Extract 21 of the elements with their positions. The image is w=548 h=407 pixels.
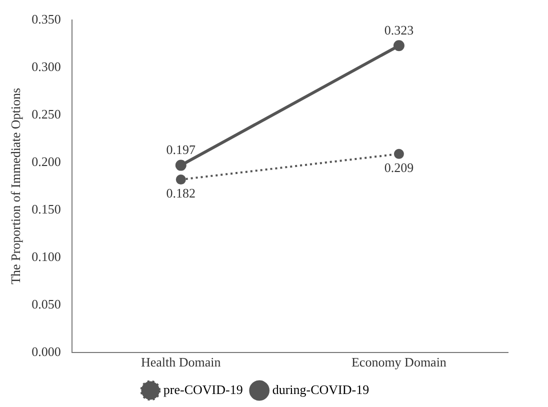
y-tick-label: 0.150 — [32, 201, 61, 216]
legend-label: during-COVID-19 — [272, 382, 370, 397]
point — [393, 40, 404, 52]
y-tick-label: 0.300 — [32, 58, 61, 74]
x-tick-label: Economy Domain — [351, 354, 447, 370]
y-tick-label: 0.350 — [32, 11, 61, 26]
data-label: 0.182 — [166, 185, 196, 200]
y-tick-label: 0.000 — [32, 344, 61, 359]
data-label: 0.197 — [166, 142, 196, 158]
legend-label: pre-COVID-19 — [163, 382, 243, 397]
y-tick-label: 0.050 — [32, 296, 61, 312]
y-axis-title: The Proportion of Immediate Options — [8, 88, 24, 284]
x-tick-label: Health Domain — [140, 354, 222, 370]
point — [176, 174, 186, 185]
data-label: 0.209 — [384, 160, 414, 175]
point — [175, 160, 186, 171]
y-tick-label: 0.200 — [32, 154, 61, 169]
y-tick-label: 0.250 — [32, 106, 61, 122]
y-tick-label: 0.100 — [32, 248, 61, 264]
point — [394, 148, 404, 159]
data-label: 0.323 — [384, 22, 414, 38]
